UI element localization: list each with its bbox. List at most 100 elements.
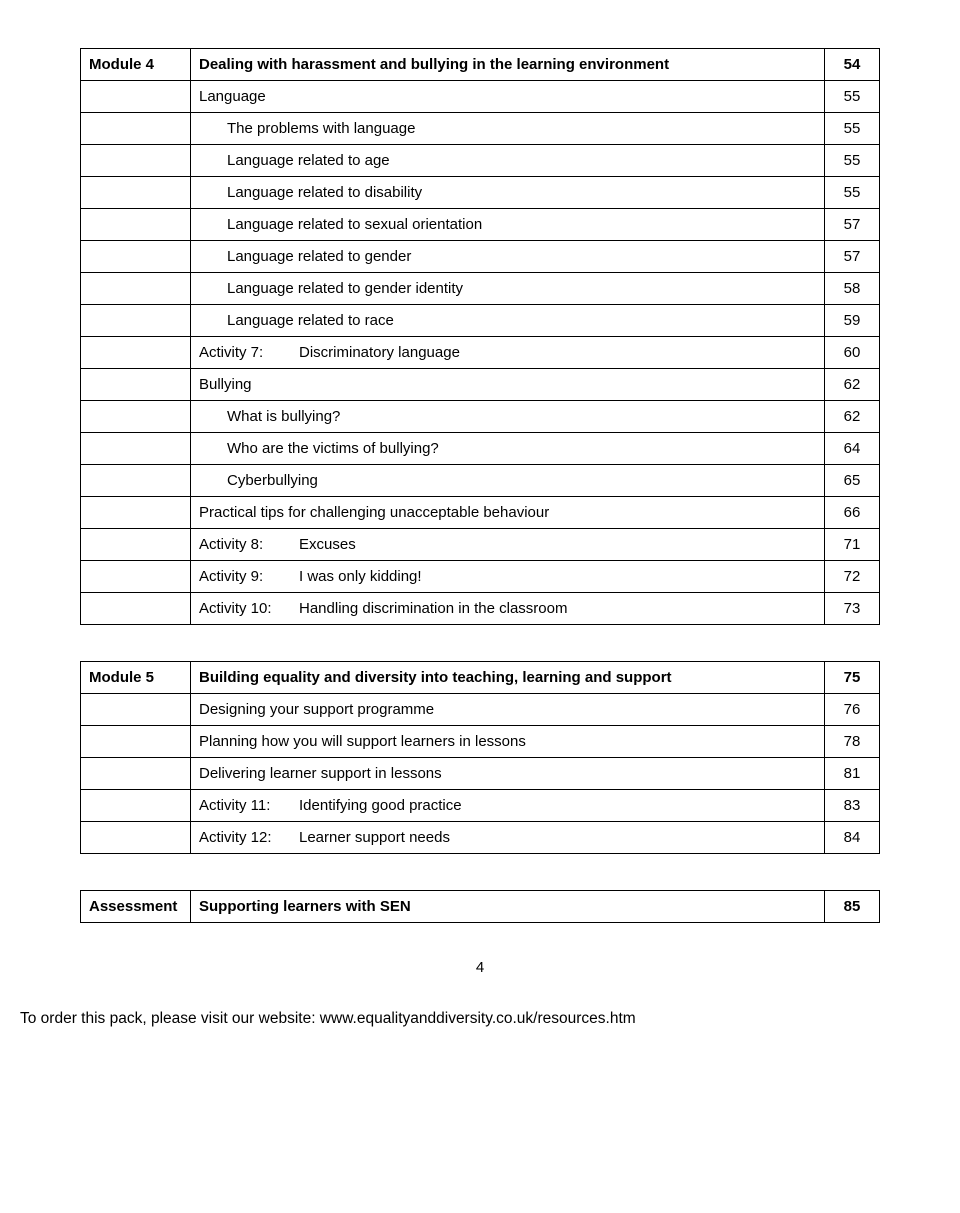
row-text: What is bullying?: [199, 408, 340, 425]
module5-header-row: Module 5 Building equality and diversity…: [81, 662, 880, 694]
module4-row: Practical tips for challenging unaccepta…: [81, 497, 880, 529]
page-cell: 71: [825, 529, 880, 561]
module-cell-empty: [81, 369, 191, 401]
module5-page: 75: [825, 662, 880, 694]
activity-label: Activity 10:: [199, 600, 299, 617]
content-cell: Activity 12:Learner support needs: [191, 822, 825, 854]
page-cell: 55: [825, 81, 880, 113]
module-cell-empty: [81, 561, 191, 593]
page-cell: 57: [825, 209, 880, 241]
row-text: Language: [199, 88, 266, 105]
content-cell: Language related to sexual orientation: [191, 209, 825, 241]
row-text: Cyberbullying: [199, 472, 318, 489]
module-cell-empty: [81, 433, 191, 465]
row-text: The problems with language: [199, 120, 415, 137]
row-text: Language related to gender identity: [199, 280, 463, 297]
page-cell: 65: [825, 465, 880, 497]
row-text: Bullying: [199, 376, 252, 393]
page-cell: 62: [825, 369, 880, 401]
module-cell-empty: [81, 145, 191, 177]
page-cell: 55: [825, 177, 880, 209]
activity-text: Discriminatory language: [299, 344, 460, 361]
activity-label: Activity 12:: [199, 829, 299, 846]
module-cell-empty: [81, 529, 191, 561]
activity-text: Handling discrimination in the classroom: [299, 600, 567, 617]
activity-label: Activity 7:: [199, 344, 299, 361]
page-cell: 84: [825, 822, 880, 854]
module4-row: Activity 10:Handling discrimination in t…: [81, 593, 880, 625]
content-cell: Activity 8:Excuses: [191, 529, 825, 561]
footer-text: To order this pack, please visit our web…: [0, 1010, 960, 1028]
activity-label: Activity 8:: [199, 536, 299, 553]
page-cell: 57: [825, 241, 880, 273]
row-text: Who are the victims of bullying?: [199, 440, 439, 457]
row-text: Practical tips for challenging unaccepta…: [199, 504, 549, 521]
module4-title: Dealing with harassment and bullying in …: [191, 49, 825, 81]
content-cell: Designing your support programme: [191, 694, 825, 726]
module-cell-empty: [81, 758, 191, 790]
module4-row: Who are the victims of bullying?64: [81, 433, 880, 465]
content-cell: Activity 7:Discriminatory language: [191, 337, 825, 369]
assessment-table: Assessment Supporting learners with SEN …: [80, 890, 880, 923]
activity-row: Activity 9:I was only kidding!: [199, 568, 816, 585]
row-text: Language related to age: [199, 152, 390, 169]
row-text: Designing your support programme: [199, 701, 434, 718]
content-cell: Language related to gender identity: [191, 273, 825, 305]
page-cell: 59: [825, 305, 880, 337]
module-cell-empty: [81, 337, 191, 369]
row-text: Planning how you will support learners i…: [199, 733, 526, 750]
module4-table: Module 4 Dealing with harassment and bul…: [80, 48, 880, 625]
module5-row: Designing your support programme76: [81, 694, 880, 726]
module-cell-empty: [81, 822, 191, 854]
content-cell: Who are the victims of bullying?: [191, 433, 825, 465]
module4-row: Activity 7:Discriminatory language60: [81, 337, 880, 369]
assessment-page: 85: [825, 891, 880, 923]
module-cell-empty: [81, 401, 191, 433]
activity-text: Excuses: [299, 536, 356, 553]
content-cell: Language related to gender: [191, 241, 825, 273]
module-cell-empty: [81, 81, 191, 113]
module4-page: 54: [825, 49, 880, 81]
module4-row: Language related to age 55: [81, 145, 880, 177]
module5-row: Activity 12:Learner support needs84: [81, 822, 880, 854]
module4-row: Language 55: [81, 81, 880, 113]
module5-label: Module 5: [81, 662, 191, 694]
page-cell: 81: [825, 758, 880, 790]
module4-row: What is bullying?62: [81, 401, 880, 433]
module-cell-empty: [81, 177, 191, 209]
page-cell: 78: [825, 726, 880, 758]
content-cell: Language related to race: [191, 305, 825, 337]
module4-row: Language related to race 59: [81, 305, 880, 337]
page-cell: 55: [825, 113, 880, 145]
module-cell-empty: [81, 113, 191, 145]
module-cell-empty: [81, 465, 191, 497]
content-cell: Delivering learner support in lessons: [191, 758, 825, 790]
page-cell: 55: [825, 145, 880, 177]
activity-text: Learner support needs: [299, 829, 450, 846]
module4-row: Activity 8:Excuses 71: [81, 529, 880, 561]
module4-label: Module 4: [81, 49, 191, 81]
module4-header-row: Module 4 Dealing with harassment and bul…: [81, 49, 880, 81]
row-text: Language related to race: [199, 312, 394, 329]
page-cell: 72: [825, 561, 880, 593]
module-cell-empty: [81, 273, 191, 305]
row-text: Language related to sexual orientation: [199, 216, 482, 233]
row-text: Language related to gender: [199, 248, 411, 265]
module-cell-empty: [81, 694, 191, 726]
content-cell: Language: [191, 81, 825, 113]
module5-title: Building equality and diversity into tea…: [191, 662, 825, 694]
content-cell: The problems with language: [191, 113, 825, 145]
content-cell: Bullying: [191, 369, 825, 401]
content-cell: Language related to age: [191, 145, 825, 177]
module-cell-empty: [81, 790, 191, 822]
activity-label: Activity 11:: [199, 797, 299, 814]
content-cell: Language related to disability: [191, 177, 825, 209]
content-cell: Activity 9:I was only kidding!: [191, 561, 825, 593]
assessment-title: Supporting learners with SEN: [191, 891, 825, 923]
assessment-label: Assessment: [81, 891, 191, 923]
content-cell: Cyberbullying: [191, 465, 825, 497]
module5-row: Activity 11:Identifying good practice83: [81, 790, 880, 822]
page-cell: 73: [825, 593, 880, 625]
activity-row: Activity 8:Excuses: [199, 536, 816, 553]
module4-row: Language related to gender 57: [81, 241, 880, 273]
